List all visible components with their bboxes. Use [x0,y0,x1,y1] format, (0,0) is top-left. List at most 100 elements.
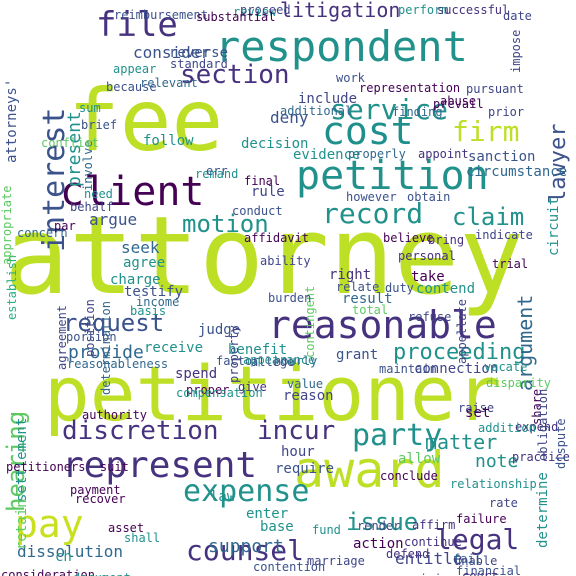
cloud-word: value [287,377,324,391]
cloud-word: support [208,536,284,557]
cloud-word: reason [283,388,334,404]
cloud-word: retain [14,499,30,550]
cloud-word: standard [170,57,228,71]
cloud-word: claim [452,203,525,231]
cloud-word: appear [113,62,157,76]
cloud-word: litigation [280,0,401,22]
cloud-word: client [60,169,205,215]
cloud-word: obtain [407,190,451,204]
cloud-word: expense [183,474,310,509]
cloud-word: financial [456,564,522,576]
cloud-word: impose [509,29,523,73]
cloud-word: appropriate [0,185,14,265]
cloud-word: vacate [484,360,528,374]
cloud-word: rule [251,184,285,200]
cloud-word: consider [133,43,211,62]
cloud-word: award [294,441,445,499]
cloud-word: remand [195,167,239,181]
cloud-word: substantial [196,10,276,24]
cloud-word: proceeding [393,340,526,365]
cloud-word: hourly [274,354,318,368]
cloud-word: set [465,405,491,421]
cloud-word: decision [241,136,309,152]
cloud-word: however [346,190,397,204]
cloud-word: petitioners' suit [6,460,129,474]
cloud-word: sum [79,101,101,115]
cloud-word: need [84,187,113,201]
cloud-word: circuit [546,196,562,256]
cloud-word: party [352,418,443,453]
cloud-word: reimbursement [114,8,208,22]
cloud-word: petitioner [44,349,502,438]
cloud-word: conclude [380,469,438,483]
cloud-word: issue [346,508,419,536]
cloud-word: argue [89,210,138,229]
cloud-word: determination [99,300,113,395]
cloud-word: obligation [536,388,550,461]
cloud-word: pursuant [466,82,524,96]
cloud-word: position [83,299,97,357]
cloud-word: follow [143,133,194,149]
cloud-word: authority [82,408,148,422]
cloud-word: circumstance [466,164,568,180]
cloud-word: relate [336,280,380,294]
cloud-word: render [357,519,401,533]
cloud-word: service [330,93,449,126]
cloud-word: practice [512,450,570,464]
cloud-word: fund [312,523,341,537]
cloud-word: right [329,267,372,283]
cloud-word: properly [348,147,406,161]
cloud-word: result [342,291,393,307]
cloud-word: testify [124,284,184,300]
cloud-word: contend [416,281,476,297]
cloud-word: review [233,5,277,19]
cloud-word: disparity [486,376,552,390]
cloud-word: evidence [293,147,361,163]
cloud-word: bring [428,233,465,247]
cloud-word: seek [121,238,160,257]
cloud-word: behalf [70,200,114,214]
cloud-word: base [260,519,294,535]
cloud-word: addition [478,421,536,435]
cloud-word: request [63,309,165,337]
cloud-word: incur [257,416,336,446]
cloud-word: burden [268,291,312,305]
cloud-word: rate [489,496,518,510]
cloud-word: relationship [450,477,537,491]
cloud-word: additional [280,104,353,118]
cloud-word: attorneys' [4,78,20,163]
cloud-word: determine [535,471,551,548]
cloud-word: property [227,325,241,383]
cloud-word: record [322,197,424,230]
cloud-word: prior [488,105,525,119]
cloud-word: continue [404,535,462,549]
cloud-word: portion [66,330,117,344]
cloud-word: unable [454,554,498,568]
cloud-word: abuse [440,94,477,108]
cloud-word: work [336,71,365,85]
cloud-word: represent [62,445,258,486]
cloud-word: date [503,9,532,23]
cloud-word: defend [386,547,430,561]
cloud-word: compensation [176,386,263,400]
cloud-word: deny [270,108,309,127]
cloud-word: income [136,295,180,309]
cloud-word: appoint [418,147,469,161]
cloud-word: reverse [169,45,229,61]
cloud-word: concern [17,226,68,240]
cloud-word: perform [398,3,449,17]
cloud-word: reasonableness [67,357,169,371]
cloud-word: reasonable [268,303,497,347]
cloud-word: contention [253,560,326,574]
cloud-word: par [54,219,76,233]
cloud-word: motion [182,210,269,238]
cloud-word: maintain [379,362,437,376]
cloud-word: affidavit [244,231,310,245]
cloud-word: grant [336,347,379,363]
cloud-word: trial [492,257,529,271]
cloud-word: matter [425,430,498,454]
cloud-word: document [73,572,131,576]
cloud-word: expend [515,420,559,434]
cloud-word: shall [124,531,161,545]
